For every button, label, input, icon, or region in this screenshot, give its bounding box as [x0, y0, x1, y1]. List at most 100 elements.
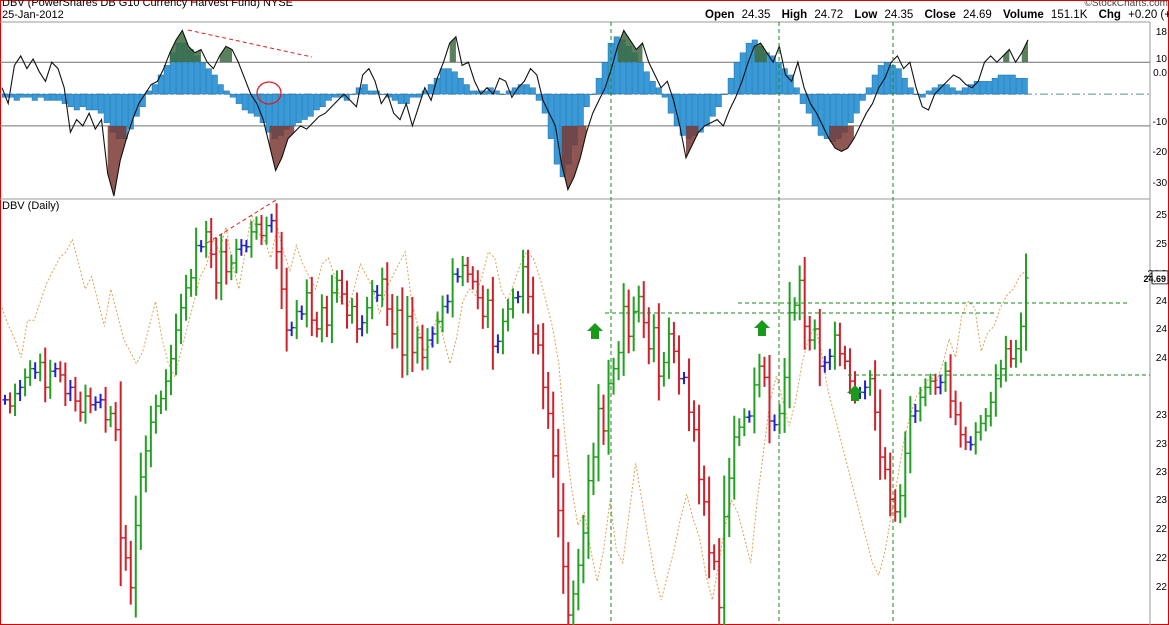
- ohlc-bar: [314, 311, 320, 338]
- ohlc-bar: [329, 274, 335, 344]
- ohlc-bar: [47, 359, 53, 399]
- ohlc-bar: [1013, 339, 1019, 368]
- ohlc-bar: [882, 447, 888, 480]
- ohlc-bar: [912, 404, 918, 423]
- ohlc-bar: [842, 345, 848, 370]
- price-axis-label: 25: [1156, 239, 1168, 250]
- histogram-bar: [511, 87, 518, 95]
- ohlc-bar: [394, 295, 400, 349]
- ohlc-bar: [766, 355, 772, 444]
- ohlc-bar: [440, 295, 446, 333]
- oversold-area: [269, 125, 295, 171]
- histogram-bar: [199, 62, 206, 95]
- ohlc-bar: [922, 378, 928, 407]
- histogram-bar: [283, 93, 290, 130]
- histogram-bar: [925, 90, 932, 95]
- histogram-bar: [499, 93, 506, 95]
- ohlc-bar: [42, 347, 48, 403]
- ohlc-bar: [943, 361, 949, 392]
- ohlc-bar: [1018, 312, 1024, 363]
- ohlc-bar: [641, 281, 647, 339]
- histogram-bar: [697, 93, 704, 133]
- histogram-bar: [535, 93, 542, 101]
- ohlc-bar: [404, 296, 410, 376]
- chart-date: 25-Jan-2012: [2, 9, 64, 21]
- histogram-bar: [229, 93, 236, 98]
- ohlc-bar: [228, 254, 234, 281]
- histogram-bar: [331, 93, 338, 98]
- histogram-bar: [799, 93, 806, 104]
- ohlc-bar: [711, 544, 717, 571]
- ohlc-bar: [7, 392, 13, 414]
- ohlc-bar: [379, 267, 385, 307]
- histogram-bar: [217, 84, 224, 95]
- ohlc-bar: [243, 240, 249, 253]
- histogram-bar: [85, 93, 92, 111]
- ohlc-bar: [414, 326, 420, 364]
- ohlc-bar: [932, 373, 938, 395]
- histogram-bar: [97, 93, 104, 114]
- ohlc-bar: [128, 540, 134, 605]
- ohlc-bar: [611, 357, 617, 395]
- ohlc-bar: [902, 431, 908, 518]
- histogram-bar: [961, 87, 968, 95]
- histogram-bar: [601, 62, 608, 95]
- ohlc-bar: [812, 319, 818, 350]
- ohlc-bar: [27, 360, 33, 386]
- ohlc-bar: [480, 285, 486, 329]
- histogram-bar: [883, 62, 890, 95]
- ohlc-bar: [183, 274, 189, 321]
- ohlc-bar: [897, 484, 903, 524]
- histogram-bar: [595, 77, 602, 95]
- ohlc-bar: [143, 435, 149, 493]
- price-axis-label: 24: [1156, 296, 1168, 307]
- histogram-bar: [19, 93, 26, 98]
- histogram-bar: [577, 93, 584, 127]
- price-axis-label: 25: [1156, 210, 1168, 221]
- stat-high-value: 24.72: [814, 9, 843, 21]
- stat-low-value: 24.35: [885, 9, 914, 21]
- overbought-area: [449, 36, 456, 63]
- ohlc-stats: Open 24.35 High 24.72 Low 24.35 Close 24…: [705, 9, 1169, 21]
- ohlc-bar: [334, 270, 340, 303]
- ohlc-bar: [606, 359, 612, 455]
- ohlc-bar: [450, 258, 456, 318]
- histogram-bar: [67, 93, 74, 108]
- histogram-bar: [445, 68, 452, 95]
- ohlc-bar: [284, 267, 290, 352]
- ohlc-bar: [515, 291, 521, 304]
- ohlc-bar: [621, 283, 627, 376]
- ohlc-bar: [299, 305, 305, 320]
- ohlc-bar: [797, 265, 803, 321]
- ohlc-bar: [1023, 253, 1029, 351]
- stat-open-label: Open: [705, 9, 734, 21]
- stat-close-value: 24.69: [963, 9, 992, 21]
- overbought-area: [754, 43, 767, 63]
- ohlc-bar: [72, 376, 78, 412]
- histogram-bar: [667, 93, 674, 114]
- histogram-bar: [709, 93, 716, 117]
- ohlc-bar: [651, 314, 657, 363]
- ohlc-bar: [108, 406, 114, 428]
- histogram-bar: [373, 90, 380, 95]
- ohlc-bar: [465, 256, 471, 283]
- ohlc-bar: [133, 495, 139, 618]
- ohlc-bar: [118, 381, 124, 587]
- ohlc-bar: [173, 313, 179, 376]
- watermark: ©StockCharts.com: [1084, 0, 1168, 9]
- histogram-bar: [103, 93, 110, 123]
- histogram-bar: [1009, 74, 1016, 95]
- ohlc-bar: [485, 288, 491, 328]
- ohlc-bar: [993, 364, 999, 417]
- histogram-bar: [721, 93, 728, 95]
- ohlc-bar: [601, 394, 607, 445]
- histogram-bar: [379, 93, 386, 95]
- price-axis-label: 24: [1156, 353, 1168, 364]
- histogram-bar: [313, 93, 320, 111]
- ohlc-bar: [661, 352, 667, 387]
- ohlc-bar: [706, 476, 712, 579]
- histogram-bar: [307, 93, 314, 117]
- price-axis-label: 22: [1156, 524, 1168, 535]
- ohlc-bar: [138, 452, 144, 550]
